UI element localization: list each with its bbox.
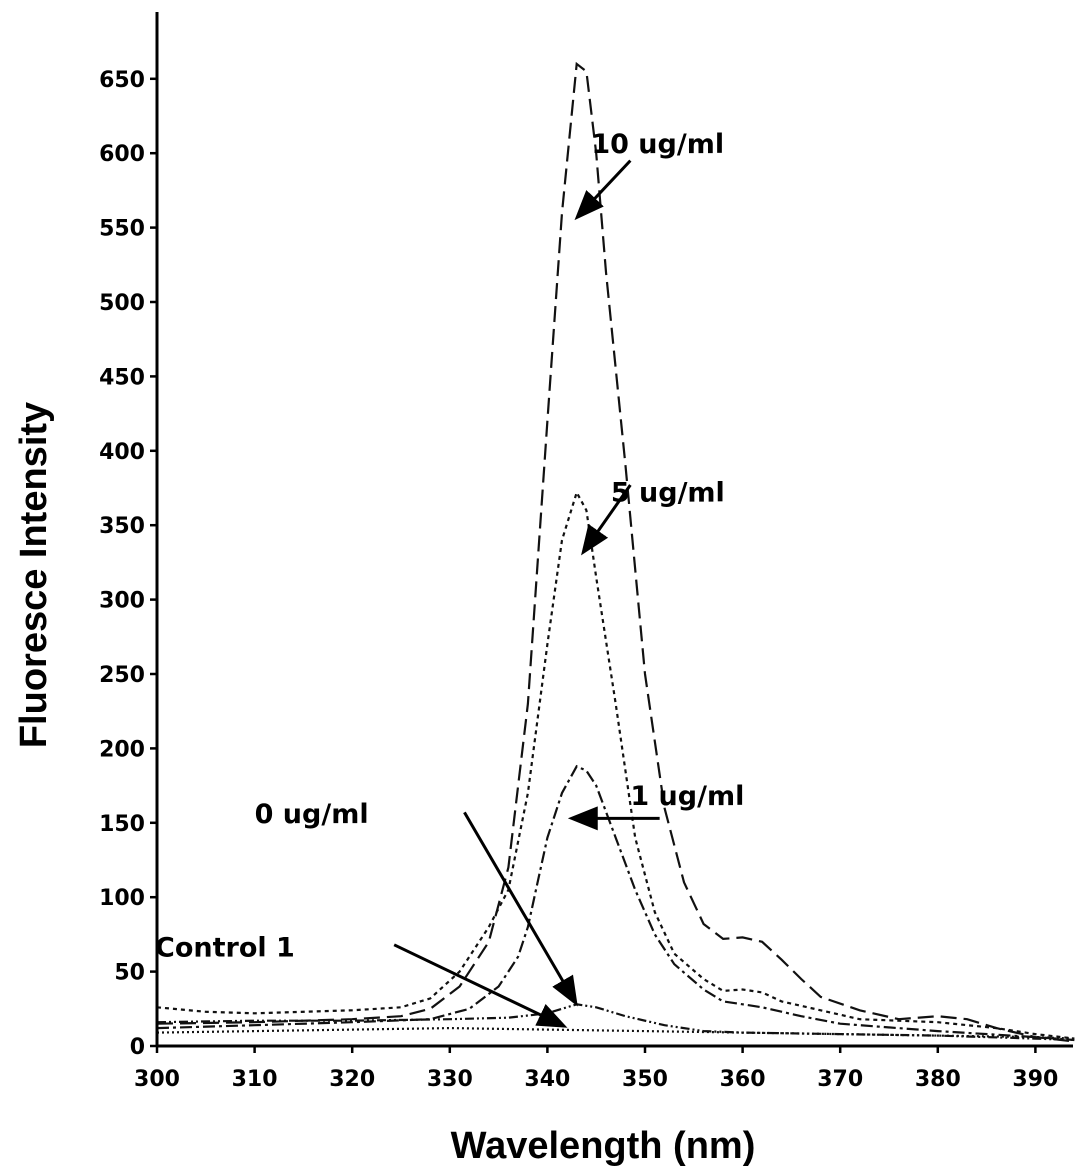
axes-layer xyxy=(155,12,1073,1048)
y-tick-label: 500 xyxy=(99,291,145,316)
series-line xyxy=(156,1026,1075,1040)
x-tick-label: 310 xyxy=(232,1067,278,1092)
annotation-label: Control 1 xyxy=(155,933,295,964)
x-tick-label: 300 xyxy=(134,1067,180,1092)
y-tick-label: 50 xyxy=(114,961,145,986)
ticks-layer: 0 50 100 150 200 250 300 350 400 450 500 550 600 650 3… xyxy=(99,68,1058,1092)
x-tick-label: 390 xyxy=(1012,1067,1058,1092)
annotation-label: 0 ug/ml xyxy=(255,799,369,830)
y-tick-label: 350 xyxy=(99,514,145,539)
x-tick-label: 320 xyxy=(329,1067,375,1092)
y-tick-label: 250 xyxy=(99,663,145,688)
y-axis-title: Fluoresce Intensity xyxy=(13,402,55,748)
annotation-label: 5 ug/ml xyxy=(611,477,725,508)
y-tick-label: 100 xyxy=(99,886,145,911)
annotation-arrow xyxy=(581,484,632,556)
series-layer xyxy=(156,61,1075,1043)
y-tick-label: 0 xyxy=(130,1035,145,1060)
annotation-label: 1 ug/ml xyxy=(630,781,744,812)
x-tick-label: 370 xyxy=(817,1067,863,1092)
x-tick-label: 350 xyxy=(622,1067,668,1092)
series-line xyxy=(156,1003,1075,1042)
annotation-arrow xyxy=(393,943,568,1028)
y-tick-label: 200 xyxy=(99,737,145,762)
series-line xyxy=(156,61,1075,1043)
y-tick-label: 300 xyxy=(99,589,145,614)
x-tick-label: 330 xyxy=(427,1067,473,1092)
y-tick-label: 600 xyxy=(99,142,145,167)
y-tick-label: 150 xyxy=(99,812,145,837)
x-axis-title: Wavelength (nm) xyxy=(451,1125,756,1167)
annotations-layer: 10 ug/ml 5 ug/ml 1 ug/ml 0 ug/ml Control 1 xyxy=(155,129,744,1028)
x-tick-label: 380 xyxy=(915,1067,961,1092)
x-tick-label: 340 xyxy=(524,1067,570,1092)
y-tick-label: 400 xyxy=(99,440,145,465)
y-tick-label: 650 xyxy=(99,68,145,93)
y-tick-label: 450 xyxy=(99,365,145,390)
series-line xyxy=(156,489,1075,1040)
annotation-arrow xyxy=(463,811,578,1007)
y-tick-label: 550 xyxy=(99,217,145,242)
annotation-arrow xyxy=(574,159,632,221)
x-tick-label: 360 xyxy=(720,1067,766,1092)
series-line xyxy=(156,764,1075,1042)
annotation-label: 10 ug/ml xyxy=(591,129,724,160)
